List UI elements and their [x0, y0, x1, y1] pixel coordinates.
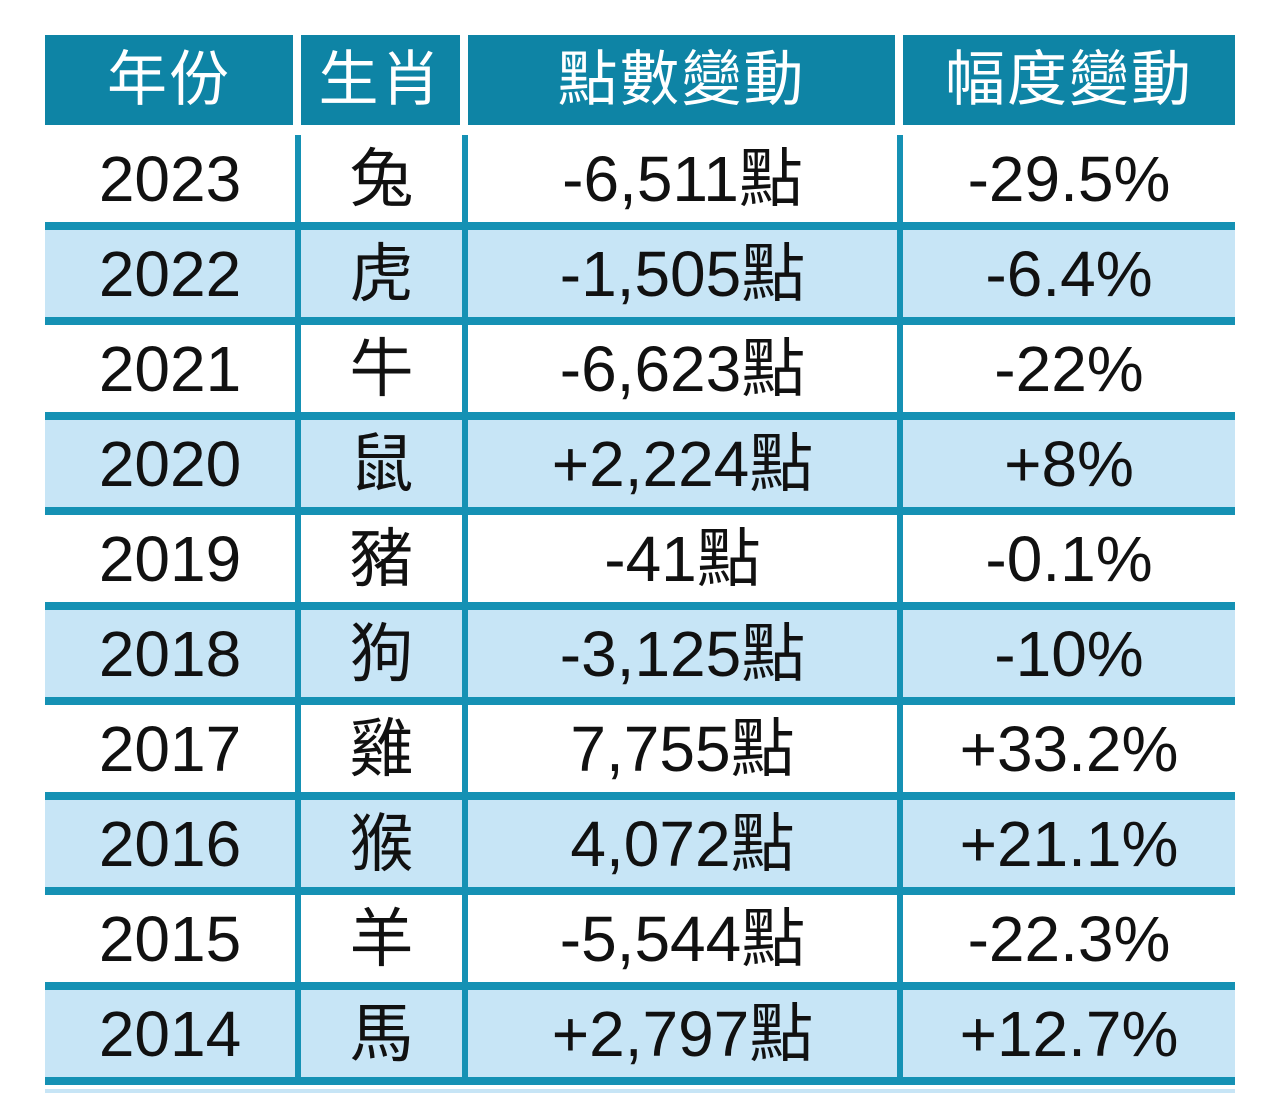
table-row: 2023 兔 -6,511點 -29.5% — [45, 135, 1235, 230]
cell-year: 2019 — [45, 515, 301, 610]
cell-percent: -6.4% — [903, 230, 1235, 325]
cell-zodiac: 虎 — [301, 230, 468, 325]
cell-percent: +12.7% — [903, 990, 1235, 1085]
cell-percent: -22% — [903, 325, 1235, 420]
cell-year: 2018 — [45, 610, 301, 705]
cell-points: -3,125點 — [468, 610, 903, 705]
cell-zodiac: 猴 — [301, 800, 468, 895]
cell-percent: -22.3% — [903, 895, 1235, 990]
cell-zodiac: 兔 — [301, 135, 468, 230]
cell-points: -41點 — [468, 515, 903, 610]
cell-points: -1,505點 — [468, 230, 903, 325]
cell-zodiac: 狗 — [301, 610, 468, 705]
cell-percent: +8% — [903, 420, 1235, 515]
cell-percent: -29.5% — [903, 135, 1235, 230]
table-row: 2021 牛 -6,623點 -22% — [45, 325, 1235, 420]
column-header-percent-change: 幅度變動 — [903, 35, 1235, 135]
cell-year: 2022 — [45, 230, 301, 325]
table-header-row: 年份 生肖 點數變動 幅度變動 — [45, 35, 1235, 135]
cell-zodiac: 牛 — [301, 325, 468, 420]
cell-year: 2016 — [45, 800, 301, 895]
cell-percent: -0.1% — [903, 515, 1235, 610]
cell-year: 2017 — [45, 705, 301, 800]
cell-zodiac: 雞 — [301, 705, 468, 800]
table-row: 2017 雞 7,755點 +33.2% — [45, 705, 1235, 800]
bottom-accent-line — [45, 1089, 1235, 1093]
cell-points: 4,072點 — [468, 800, 903, 895]
cell-points: +2,224點 — [468, 420, 903, 515]
table-row: 2016 猴 4,072點 +21.1% — [45, 800, 1235, 895]
cell-year: 2020 — [45, 420, 301, 515]
cell-percent: +21.1% — [903, 800, 1235, 895]
cell-zodiac: 鼠 — [301, 420, 468, 515]
column-header-points-change: 點數變動 — [468, 35, 903, 135]
cell-year: 2023 — [45, 135, 301, 230]
cell-percent: +33.2% — [903, 705, 1235, 800]
cell-points: -6,623點 — [468, 325, 903, 420]
cell-year: 2014 — [45, 990, 301, 1085]
table-row: 2020 鼠 +2,224點 +8% — [45, 420, 1235, 515]
cell-year: 2021 — [45, 325, 301, 420]
column-header-year: 年份 — [45, 35, 301, 135]
cell-year: 2015 — [45, 895, 301, 990]
cell-points: -6,511點 — [468, 135, 903, 230]
table-row: 2014 馬 +2,797點 +12.7% — [45, 990, 1235, 1085]
cell-zodiac: 馬 — [301, 990, 468, 1085]
table-row: 2022 虎 -1,505點 -6.4% — [45, 230, 1235, 325]
cell-percent: -10% — [903, 610, 1235, 705]
table-row: 2019 豬 -41點 -0.1% — [45, 515, 1235, 610]
cell-zodiac: 羊 — [301, 895, 468, 990]
table-row: 2018 狗 -3,125點 -10% — [45, 610, 1235, 705]
cell-points: +2,797點 — [468, 990, 903, 1085]
cell-points: -5,544點 — [468, 895, 903, 990]
zodiac-year-table: 年份 生肖 點數變動 幅度變動 2023 兔 -6,511點 -29.5% 20… — [45, 35, 1235, 1085]
table-row: 2015 羊 -5,544點 -22.3% — [45, 895, 1235, 990]
cell-zodiac: 豬 — [301, 515, 468, 610]
cell-points: 7,755點 — [468, 705, 903, 800]
column-header-zodiac: 生肖 — [301, 35, 468, 135]
